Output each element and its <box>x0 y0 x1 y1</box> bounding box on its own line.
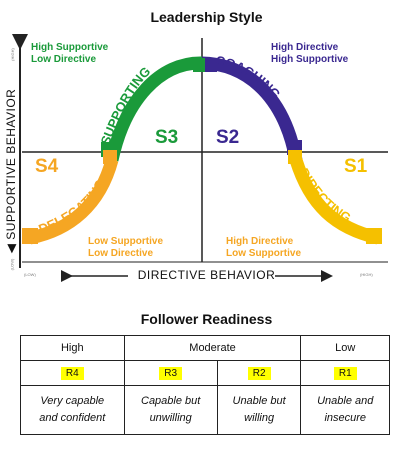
directing-block <box>288 150 302 164</box>
header-high: High <box>20 335 125 361</box>
follower-readiness-table: High Moderate Low R4 R3 R2 R1 Very capab… <box>20 335 390 435</box>
style-code-s1: S1 <box>344 156 368 177</box>
header-low: Low <box>300 335 390 361</box>
style-code-s2: S2 <box>216 127 240 148</box>
badge-r2: R2 <box>247 366 271 380</box>
x-axis-title: DIRECTIVE BEHAVIOR <box>137 268 276 282</box>
desc-r2: Unable but willing <box>216 385 302 435</box>
supporting-curve <box>105 56 203 162</box>
table-code-row: R4 R3 R2 R1 <box>20 360 390 386</box>
table-header-row: High Moderate Low <box>20 335 390 361</box>
table-description-row: Very capable and confident Capable but u… <box>20 385 390 435</box>
y-axis-high-label: (HIGH) <box>9 48 15 61</box>
badge-r4: R4 <box>60 366 84 380</box>
desc-r4: Very capable and confident <box>20 385 125 435</box>
directing-curve <box>289 158 380 245</box>
leadership-style-title: Leadership Style <box>150 9 263 25</box>
quadrant-label-top-right: High Directive High Supportive <box>271 42 349 65</box>
quadrant-label-bottom-left: Low Supportive Low Directive <box>88 236 163 259</box>
supporting-top-block <box>193 58 205 72</box>
coaching-top-block <box>205 58 217 72</box>
desc-r1: Unable and insecure <box>300 385 390 435</box>
cell-r2: R2 <box>216 360 302 386</box>
directing-end-block <box>366 228 382 244</box>
x-axis-low-label: (LOW) <box>24 272 36 277</box>
delegating-end-block <box>22 228 38 244</box>
quadrant-label-bottom-right: High Directive Low Supportive <box>226 236 301 259</box>
cell-r3: R3 <box>123 360 218 386</box>
quadrant-label-top-left: High Supportive Low Directive <box>31 42 109 65</box>
header-moderate: Moderate <box>123 335 302 361</box>
follower-readiness-title: Follower Readiness <box>140 311 273 327</box>
cell-r1: R1 <box>300 360 390 386</box>
y-axis-title: ◀ SUPPORTIVE BEHAVIOR <box>4 88 18 254</box>
badge-r1: R1 <box>333 366 357 380</box>
style-code-s4: S4 <box>35 156 59 177</box>
badge-r3: R3 <box>159 366 183 380</box>
delegating-block <box>103 150 117 164</box>
x-axis-high-label: (HIGH) <box>360 272 373 277</box>
desc-r3: Capable but unwilling <box>123 385 218 435</box>
style-code-s3: S3 <box>155 127 179 148</box>
cell-r4: R4 <box>20 360 125 386</box>
delegating-curve <box>28 158 119 245</box>
